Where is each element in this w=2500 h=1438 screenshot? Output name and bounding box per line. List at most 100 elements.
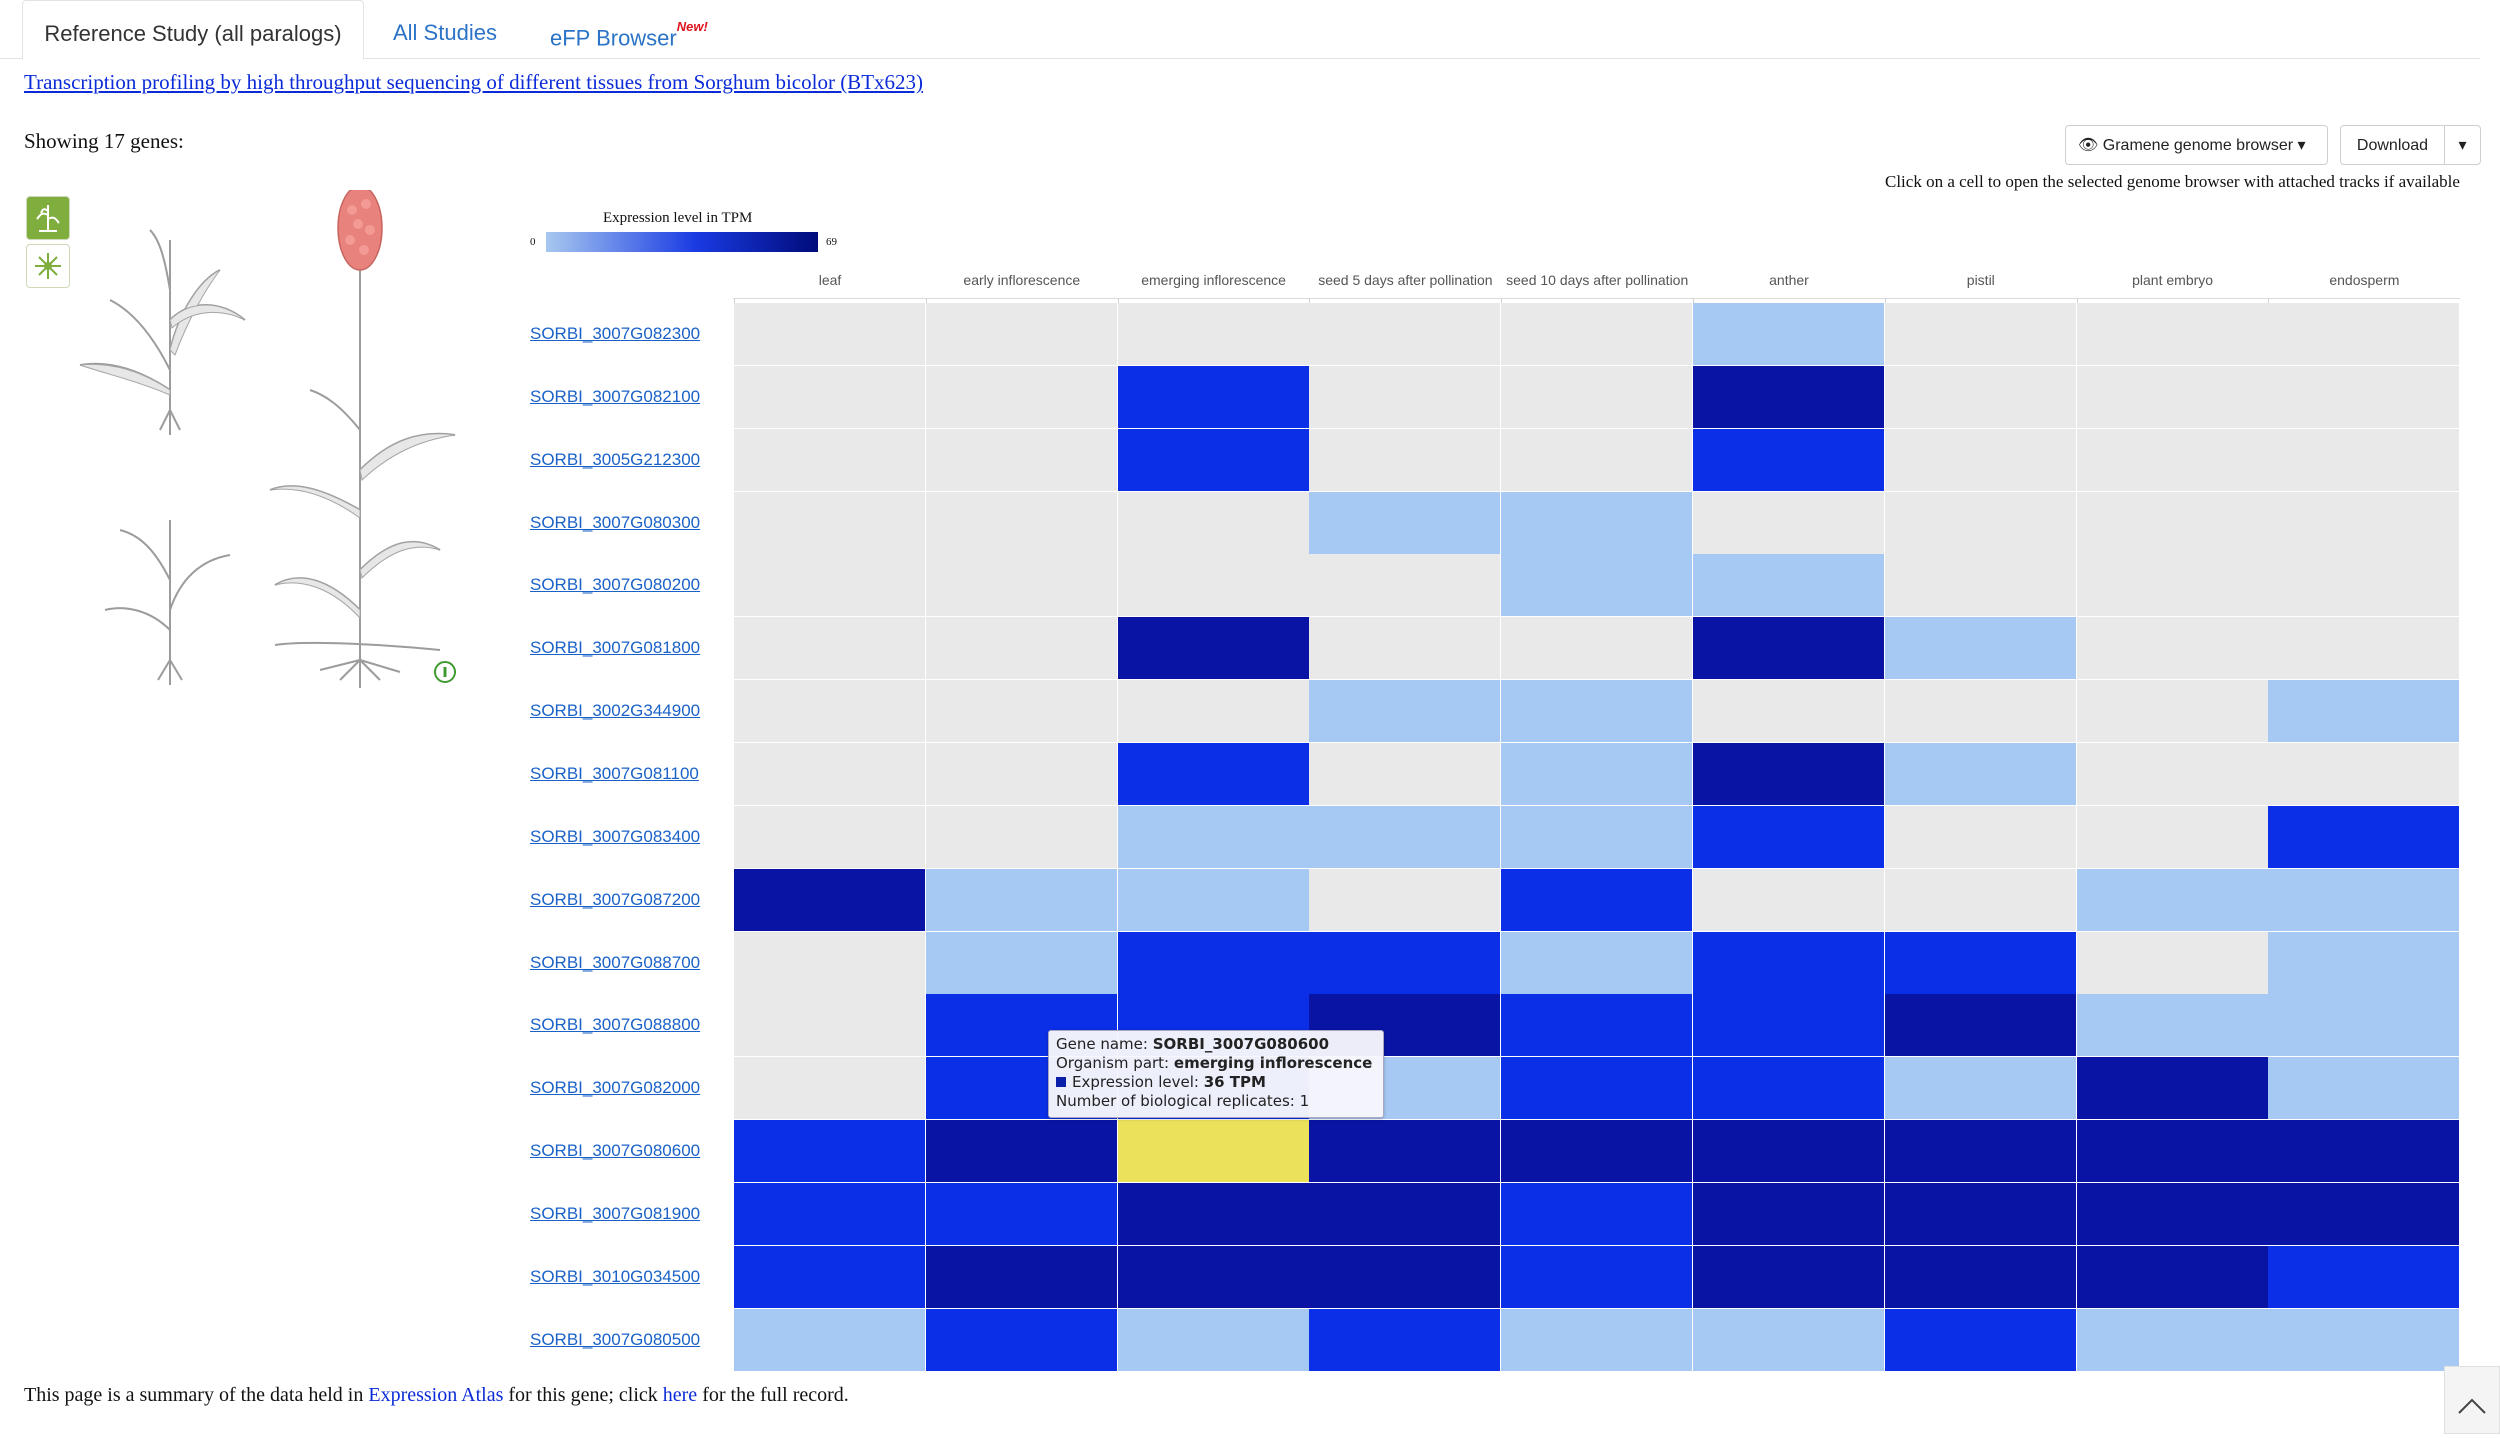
heatmap-cell[interactable] <box>2076 1245 2269 1309</box>
heatmap-cell[interactable] <box>1117 1245 1310 1309</box>
heatmap-cell[interactable] <box>1884 491 2077 555</box>
heatmap-cell[interactable] <box>1501 805 1694 869</box>
heatmap-cell[interactable] <box>2268 805 2461 869</box>
heatmap-cell[interactable] <box>734 1245 926 1309</box>
flower-icon[interactable] <box>26 244 70 288</box>
download-button[interactable]: Download <box>2340 125 2445 165</box>
heatmap-cell[interactable] <box>925 742 1118 806</box>
heatmap-cell[interactable] <box>734 994 926 1058</box>
heatmap-cell[interactable] <box>1501 365 1694 429</box>
heatmap-cell[interactable] <box>1693 1120 1885 1184</box>
heatmap-cell[interactable] <box>925 1120 1118 1184</box>
heatmap-cell[interactable] <box>1117 1308 1310 1372</box>
heatmap-cell[interactable] <box>925 680 1118 744</box>
heatmap-cell[interactable] <box>734 428 926 492</box>
heatmap-cell[interactable] <box>1884 994 2077 1058</box>
heatmap-cell[interactable] <box>1693 1308 1885 1372</box>
heatmap-cell[interactable] <box>1884 1120 2077 1184</box>
gene-link[interactable]: SORBI_3007G081800 <box>530 638 701 658</box>
heatmap-cell[interactable] <box>1693 1182 1885 1246</box>
heatmap-cell[interactable] <box>1309 931 1502 995</box>
heatmap-cell[interactable] <box>1501 428 1694 492</box>
gene-link[interactable]: SORBI_3007G083400 <box>530 826 701 846</box>
heatmap-cell[interactable] <box>734 365 926 429</box>
heatmap-cell[interactable] <box>1693 428 1885 492</box>
heatmap-cell[interactable] <box>925 428 1118 492</box>
heatmap-cell[interactable] <box>1309 365 1502 429</box>
heatmap-cell[interactable] <box>1309 1308 1502 1372</box>
heatmap-cell[interactable] <box>925 1182 1118 1246</box>
heatmap-cell[interactable] <box>925 868 1118 932</box>
heatmap-cell[interactable] <box>734 303 926 366</box>
heatmap-cell[interactable] <box>1117 680 1310 744</box>
gene-link[interactable]: SORBI_3007G080600 <box>530 1141 701 1161</box>
heatmap-cell[interactable] <box>2076 931 2269 995</box>
heatmap-cell[interactable] <box>1501 554 1694 618</box>
heatmap-cell[interactable] <box>734 742 926 806</box>
gene-link[interactable]: SORBI_3007G080500 <box>530 1329 701 1349</box>
heatmap-cell[interactable] <box>1117 428 1310 492</box>
heatmap-cell[interactable] <box>2268 1120 2461 1184</box>
heatmap-cell[interactable] <box>2268 1182 2461 1246</box>
heatmap-cell[interactable] <box>925 554 1118 618</box>
heatmap-cell[interactable] <box>1309 1245 1502 1309</box>
heatmap-cell[interactable] <box>1309 428 1502 492</box>
heatmap-cell[interactable] <box>1501 1245 1694 1309</box>
heatmap-cell[interactable] <box>1501 680 1694 744</box>
heatmap-cell[interactable] <box>1117 1120 1310 1184</box>
heatmap-cell[interactable] <box>1117 931 1310 995</box>
heatmap-cell[interactable] <box>1501 1120 1694 1184</box>
heatmap-cell[interactable] <box>925 365 1118 429</box>
heatmap-cell[interactable] <box>1884 805 2077 869</box>
gene-link[interactable]: SORBI_3007G082100 <box>530 386 701 406</box>
heatmap-cell[interactable] <box>1309 303 1502 366</box>
heatmap-cell[interactable] <box>734 1182 926 1246</box>
heatmap-cell[interactable] <box>1693 365 1885 429</box>
heatmap-cell[interactable] <box>1309 491 1502 555</box>
genome-browser-button[interactable]: 👁 Gramene genome browser ▾ <box>2065 125 2328 165</box>
heatmap-cell[interactable] <box>1501 491 1694 555</box>
heatmap-cell[interactable] <box>1693 1245 1885 1309</box>
heatmap-cell[interactable] <box>925 617 1118 681</box>
heatmap-cell[interactable] <box>2076 303 2269 366</box>
heatmap-cell[interactable] <box>1884 617 2077 681</box>
heatmap-cell[interactable] <box>2268 931 2461 995</box>
heatmap-cell[interactable] <box>1884 1245 2077 1309</box>
heatmap-cell[interactable] <box>2268 491 2461 555</box>
heatmap-cell[interactable] <box>2076 491 2269 555</box>
heatmap-cell[interactable] <box>1309 680 1502 744</box>
heatmap-cell[interactable] <box>1501 617 1694 681</box>
heatmap-cell[interactable] <box>2076 868 2269 932</box>
heatmap-cell[interactable] <box>1884 365 2077 429</box>
heatmap-cell[interactable] <box>2076 742 2269 806</box>
heatmap-cell[interactable] <box>1884 1308 2077 1372</box>
heatmap-cell[interactable] <box>1693 805 1885 869</box>
heatmap-cell[interactable] <box>1884 428 2077 492</box>
heatmap-cell[interactable] <box>1884 680 2077 744</box>
heatmap-cell[interactable] <box>1117 805 1310 869</box>
heatmap-cell[interactable] <box>734 1308 926 1372</box>
heatmap-cell[interactable] <box>1501 742 1694 806</box>
heatmap-cell[interactable] <box>2076 1120 2269 1184</box>
heatmap-cell[interactable] <box>925 491 1118 555</box>
heatmap-cell[interactable] <box>734 491 926 555</box>
heatmap-cell[interactable] <box>2268 1308 2461 1372</box>
heatmap-cell[interactable] <box>2076 617 2269 681</box>
heatmap-cell[interactable] <box>734 554 926 618</box>
heatmap-cell[interactable] <box>1117 554 1310 618</box>
scroll-to-top-button[interactable] <box>2444 1366 2500 1434</box>
heatmap-cell[interactable] <box>1117 868 1310 932</box>
tab-efp-browser[interactable]: eFP BrowserNew! <box>550 0 708 58</box>
heatmap-cell[interactable] <box>2076 680 2269 744</box>
heatmap-cell[interactable] <box>925 303 1118 366</box>
heatmap-cell[interactable] <box>1501 994 1694 1058</box>
heatmap-cell[interactable] <box>2268 554 2461 618</box>
heatmap-cell[interactable] <box>734 680 926 744</box>
gene-link[interactable]: SORBI_3007G081100 <box>530 763 699 783</box>
heatmap-cell[interactable] <box>2076 1308 2269 1372</box>
download-options-button[interactable]: ▾ <box>2444 125 2481 165</box>
gene-link[interactable]: SORBI_3007G082000 <box>530 1078 701 1098</box>
heatmap-cell[interactable] <box>2268 428 2461 492</box>
heatmap-cell[interactable] <box>1309 742 1502 806</box>
heatmap-cell[interactable] <box>2268 617 2461 681</box>
